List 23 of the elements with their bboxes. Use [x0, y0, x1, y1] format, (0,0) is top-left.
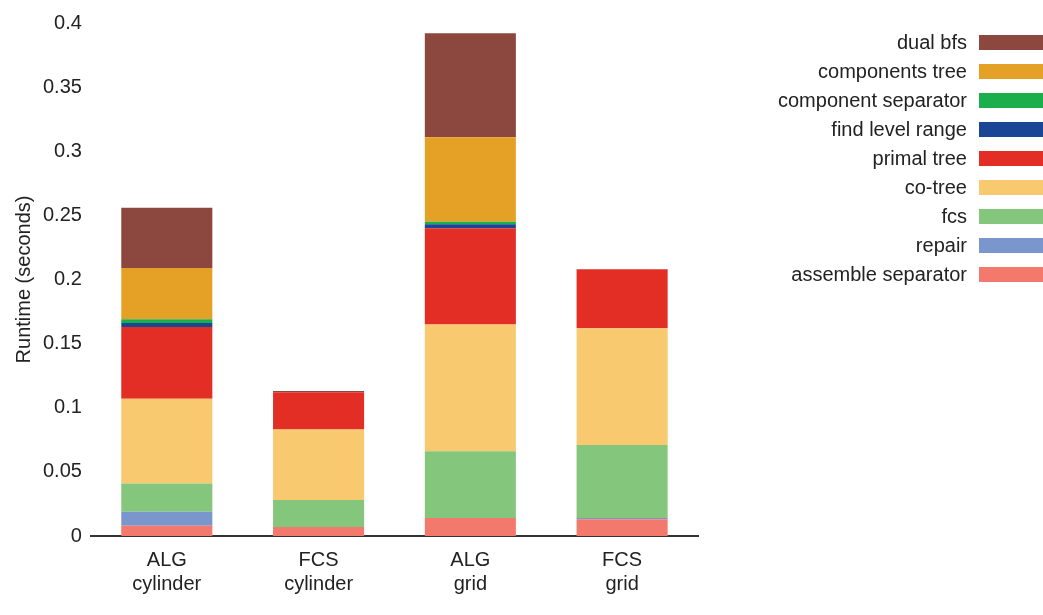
y-tick-label: 0.3: [54, 138, 82, 161]
x-tick-label: ALG grid: [450, 547, 491, 594]
y-tick-label: 0.1: [54, 395, 82, 418]
y-tick-label: 0.15: [42, 331, 82, 354]
legend-label: component separator: [777, 89, 967, 112]
legend-label: find level range: [831, 118, 967, 141]
legend-label: dual bfs: [896, 31, 967, 54]
y-tick-label: 0.2: [54, 267, 82, 290]
x-tick-label: ALG cylinder: [132, 547, 202, 594]
legend-label: assemble separator: [791, 263, 967, 286]
legend-label: primal tree: [872, 147, 967, 170]
y-tick-label: 0.25: [42, 202, 82, 225]
x-tick-label: FCS grid: [602, 547, 643, 594]
legend-label: co-tree: [904, 176, 967, 199]
x-tick-label: FCS cylinder: [284, 547, 354, 594]
legend-label: components tree: [818, 60, 967, 83]
y-tick-label: 0.4: [54, 10, 82, 33]
legend-label: repair: [915, 234, 967, 257]
y-tick-label: 0: [70, 523, 82, 546]
y-tick-label: 0.35: [42, 74, 82, 97]
y-tick-label: 0.05: [42, 459, 82, 482]
y-axis-title: Runtime (seconds): [11, 195, 34, 364]
legend-label: fcs: [941, 205, 967, 228]
